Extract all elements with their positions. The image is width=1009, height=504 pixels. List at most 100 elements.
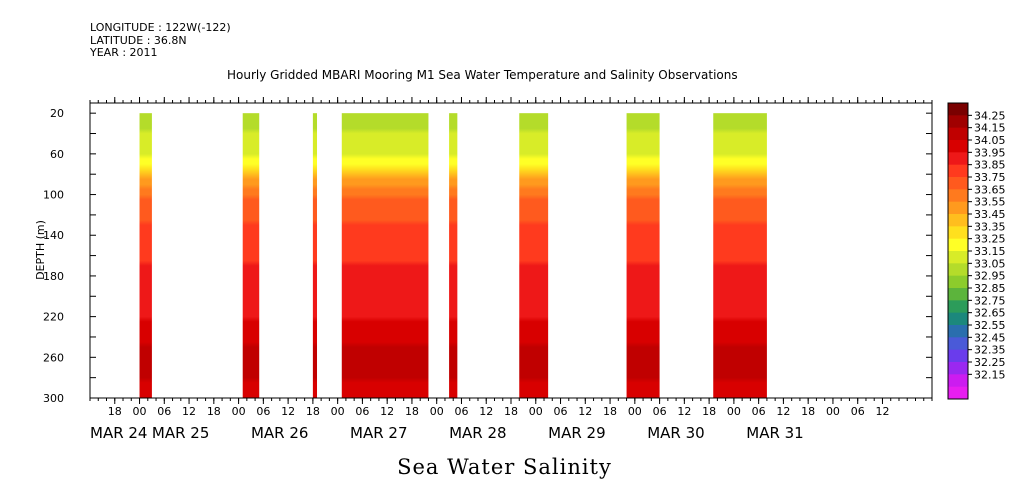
x-tick-label: 12	[875, 405, 889, 418]
colorbar-label: 32.85	[974, 282, 1006, 295]
colorbar-label: 32.35	[974, 344, 1006, 357]
y-tick-label: 100	[43, 189, 64, 202]
colorbar-swatch	[948, 177, 968, 190]
data-segment-4	[449, 113, 458, 398]
y-tick-label: 140	[43, 229, 64, 242]
colorbar-swatch	[948, 312, 968, 326]
colorbar-swatch	[948, 386, 968, 400]
x-tick-label: 00	[727, 405, 741, 418]
colorbar-label: 33.95	[974, 146, 1006, 159]
x-tick-label: 06	[554, 405, 568, 418]
colorbar-label: 32.45	[974, 331, 1006, 344]
y-axis-label: DEPTH (m)	[34, 220, 47, 280]
colorbar-swatch	[948, 152, 968, 166]
x-tick-label: 12	[776, 405, 790, 418]
colorbar-label: 32.15	[974, 368, 1006, 381]
y-tick-label: 260	[43, 351, 64, 364]
x-tick-label: 00	[826, 405, 840, 418]
x-date-label: MAR 24	[90, 424, 147, 442]
x-tick-label: 00	[331, 405, 345, 418]
colorbar-swatch	[948, 288, 968, 301]
data-segment-7	[713, 113, 767, 398]
x-tick-label: 12	[182, 405, 196, 418]
x-tick-label: 18	[207, 405, 221, 418]
year-label: YEAR : 2011	[90, 46, 158, 59]
x-date-label: MAR 29	[548, 424, 605, 442]
x-tick-label: 06	[851, 405, 865, 418]
data-segment-5	[519, 113, 549, 398]
data-segments	[139, 113, 767, 398]
colorbar-swatch	[948, 275, 968, 289]
x-tick-label: 00	[133, 405, 147, 418]
colorbar-swatch	[948, 226, 968, 240]
colorbar-swatch	[948, 238, 968, 252]
colorbar-swatch	[948, 362, 968, 375]
colorbar-swatch	[948, 164, 968, 178]
x-tick-label: 00	[628, 405, 642, 418]
colorbar-swatch	[948, 337, 968, 351]
x-tick-label: 18	[702, 405, 716, 418]
colorbar-label: 33.55	[974, 196, 1006, 209]
x-tick-label: 00	[232, 405, 246, 418]
colorbar-label: 34.05	[974, 134, 1006, 147]
colorbar-swatch	[948, 251, 968, 264]
colorbar-label: 32.75	[974, 294, 1006, 307]
colorbar-swatch	[948, 189, 968, 203]
colorbar-swatch	[948, 349, 968, 363]
x-tick-label: 06	[752, 405, 766, 418]
colorbar-swatch	[948, 201, 968, 215]
x-date-label: MAR 26	[251, 424, 308, 442]
colorbar-label: 32.55	[974, 319, 1006, 332]
y-tick-label: 60	[50, 148, 64, 161]
x-date-label: MAR 31	[746, 424, 803, 442]
data-segment-2	[312, 113, 318, 398]
colorbar-swatch	[948, 325, 968, 338]
x-date-label: MAR 27	[350, 424, 407, 442]
colorbar-label: 33.75	[974, 171, 1006, 184]
colorbar-label: 33.85	[974, 159, 1006, 172]
colorbar-swatch	[948, 300, 968, 314]
x-tick-label: 18	[504, 405, 518, 418]
colorbar-label: 33.15	[974, 245, 1006, 258]
x-tick-label: 12	[479, 405, 493, 418]
chart-title: Hourly Gridded MBARI Mooring M1 Sea Wate…	[227, 68, 738, 82]
data-segment-6	[626, 113, 660, 398]
y-tick-label: 20	[50, 107, 64, 120]
x-axis-label: Sea Water Salinity	[397, 455, 612, 479]
x-tick-label: 18	[108, 405, 122, 418]
colorbar-label: 32.65	[974, 307, 1006, 320]
x-date-label: MAR 25	[152, 424, 209, 442]
data-segment-1	[242, 113, 260, 398]
colorbar-label: 32.25	[974, 356, 1006, 369]
latitude-label: LATITUDE : 36.8N	[90, 34, 187, 47]
y-tick-label: 180	[43, 270, 64, 283]
x-tick-label: 00	[430, 405, 444, 418]
colorbar-label: 32.95	[974, 270, 1006, 283]
colorbar-label: 34.15	[974, 122, 1006, 135]
plot-frame	[89, 102, 933, 399]
colorbar-label: 33.45	[974, 208, 1006, 221]
x-tick-label: 06	[157, 405, 171, 418]
x-tick-label: 00	[529, 405, 543, 418]
x-date-label: MAR 30	[647, 424, 704, 442]
data-segment-3	[341, 113, 429, 398]
colorbar-label: 33.35	[974, 220, 1006, 233]
x-tick-label: 18	[405, 405, 419, 418]
x-tick-label: 06	[653, 405, 667, 418]
colorbar-swatch	[948, 140, 968, 153]
colorbar-label: 34.25	[974, 109, 1006, 122]
longitude-label: LONGITUDE : 122W(-122)	[90, 21, 231, 34]
axes: 18 00 06 12 18 00 06 12 18 00 06 12 18 00 06 12 18 00 06 12…	[43, 97, 933, 442]
x-tick-label: 06	[256, 405, 270, 418]
x-tick-label: 12	[380, 405, 394, 418]
colorbar-swatch	[948, 214, 968, 227]
x-tick-label: 12	[677, 405, 691, 418]
colorbar-label: 33.25	[974, 233, 1006, 246]
x-tick-label: 12	[281, 405, 295, 418]
colorbar-swatch	[948, 103, 968, 116]
data-segment-0	[139, 113, 152, 398]
colorbar-swatch	[948, 374, 968, 388]
colorbar-swatch	[948, 115, 968, 129]
y-tick-label: 300	[43, 392, 64, 405]
